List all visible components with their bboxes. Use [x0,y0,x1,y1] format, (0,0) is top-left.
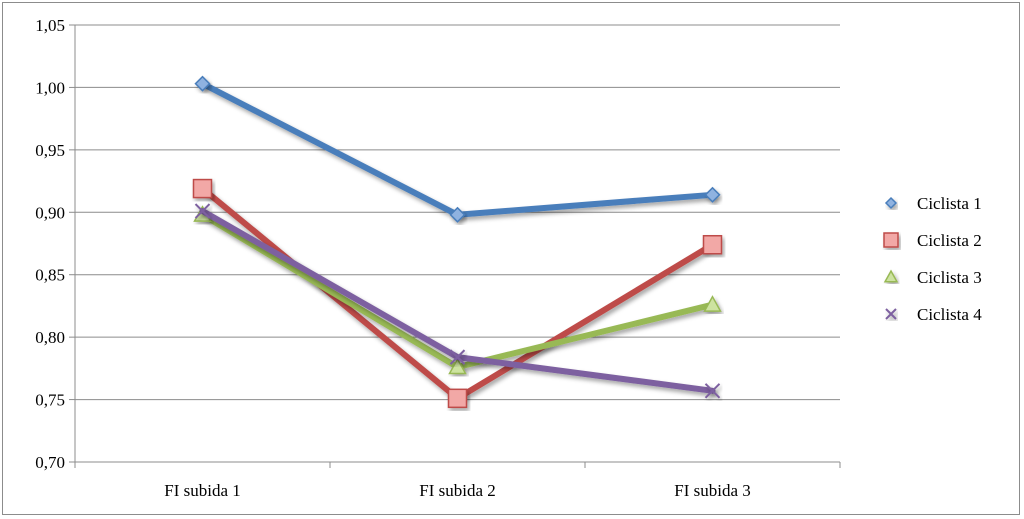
legend-marker [883,269,899,283]
diamond-marker [704,186,721,203]
legend-label: Ciclista 4 [917,305,982,324]
data-point [449,206,466,223]
y-tick-label: 0,95 [35,141,65,160]
y-tick-label: 0,80 [35,328,65,347]
series-4 [194,203,721,399]
axes: 0,70 0,75 0,80 0,85 0,90 0,95 1,00 1,05 FI subid… [35,16,841,500]
x-tick-label: FI subida 2 [419,481,496,500]
data-point [194,75,211,92]
gridlines [75,24,840,401]
series-1 [194,75,721,223]
x-marker-stroke [449,349,466,365]
diamond-marker [449,206,466,223]
series-3 [193,205,722,375]
data-point [448,357,467,375]
legend-item: Ciclista 4 [870,305,982,324]
data-point [192,178,213,199]
data-point [703,295,722,312]
legend-marker [883,232,899,248]
y-tick-label: 1,00 [35,78,65,97]
data-point [704,186,721,203]
legend-marker [884,196,898,210]
y-tick-label: 0,85 [35,266,65,285]
x-marker-stroke [194,203,211,219]
legend-item: Ciclista 3 [870,268,982,287]
legend-item: Ciclista 2 [870,231,982,250]
triangle-marker [883,269,899,283]
data-point [704,383,721,399]
triangle-marker [448,357,467,375]
data-point [449,349,466,365]
legend-item: Ciclista 1 [870,194,982,213]
series-lines [192,75,723,409]
triangle-marker [703,295,722,312]
data-point [194,203,211,219]
series-line [199,80,716,218]
data-point [702,234,723,255]
y-tick-label: 1,05 [35,16,65,35]
legend-marker [885,308,897,320]
legend-label: Ciclista 1 [917,194,982,213]
x-tick-label: FI subida 3 [674,481,751,500]
legend-label: Ciclista 3 [917,268,982,287]
y-tick-label: 0,90 [35,203,65,222]
y-tick-label: 0,75 [35,391,65,410]
data-point [447,388,468,409]
square-marker [447,388,468,409]
x-marker-stroke [885,308,897,320]
y-tick-label: 0,70 [35,453,65,472]
square-marker [192,178,213,199]
square-marker [883,232,899,248]
legend: Ciclista 1 Ciclista 2 Ciclista 3 Ciclista 4 [870,194,982,324]
x-tick-label: FI subida 1 [164,481,241,500]
diamond-marker [194,75,211,92]
diamond-marker [884,196,898,210]
legend-label: Ciclista 2 [917,231,982,250]
square-marker [702,234,723,255]
x-marker-stroke [704,383,721,399]
